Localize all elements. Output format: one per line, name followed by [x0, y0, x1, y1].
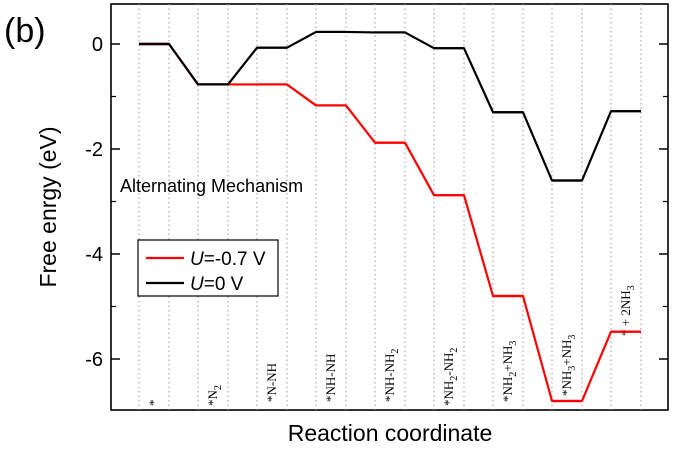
- series-line-black: [139, 30, 641, 182]
- legend-label-red-symbol: U: [190, 249, 204, 270]
- state-label-1: *N2: [205, 385, 224, 406]
- legend-label-black-symbol: U: [190, 274, 204, 295]
- state-label-8-part-0: * + 2NH: [618, 290, 633, 336]
- energy-profiles: [139, 30, 641, 403]
- plot-frame: [110, 3, 669, 411]
- state-label-4: *NH-NH2: [382, 349, 401, 402]
- state-label-5-part-2: -NH: [441, 353, 456, 376]
- state-label-6-part-1: 2: [508, 372, 519, 377]
- state-label-8: * + 2NH3: [618, 285, 637, 336]
- state-label-6-part-0: *NH: [500, 377, 515, 402]
- state-label-5-part-1: 2: [449, 376, 460, 381]
- y-tick-label-0: 0: [92, 34, 103, 56]
- state-label-2: *N-NH: [264, 363, 279, 402]
- legend-label-black-value: =0 V: [204, 274, 244, 295]
- legend-box: [137, 239, 279, 297]
- x-axis-label: Reaction coordinate: [288, 420, 493, 446]
- state-label-2-part-0: *N-NH: [264, 363, 279, 402]
- y-tick-label-2: -4: [85, 244, 103, 266]
- state-label-1-part-0: *N: [205, 390, 220, 407]
- state-label-3-part-0: *NH-NH: [323, 354, 338, 402]
- y-tick-label-1: -2: [85, 139, 103, 161]
- y-axis-label: Free enrgy (eV): [35, 126, 61, 287]
- state-label-0: *: [146, 400, 161, 407]
- legend-label-red-value: =-0.7 V: [204, 249, 266, 270]
- vertical-gridlines: [138, 4, 642, 410]
- state-labels: * *N2 *N-NH *NH-NH *NH-NH2*NH2-NH2*NH2+NH3*N…: [146, 285, 637, 406]
- state-label-7-part-1: 3: [567, 366, 578, 371]
- legend-label-black: U=0 V: [190, 274, 244, 295]
- legend-label-red: U=-0.7 V: [190, 249, 266, 270]
- y-axis-ticks: 0 -2 -4 -6: [85, 34, 668, 371]
- state-label-0-part-0: *: [146, 400, 161, 407]
- state-label-6-part-2: +NH: [500, 346, 515, 372]
- mechanism-annotation: Alternating Mechanism: [120, 176, 303, 196]
- state-label-5-part-3: 2: [449, 348, 460, 353]
- panel-label: (b): [4, 12, 46, 50]
- state-label-1-part-1: 2: [213, 385, 224, 390]
- state-label-3: *NH-NH: [323, 354, 338, 402]
- y-tick-label-3: -6: [85, 349, 103, 371]
- state-label-7: *NH3+NH3: [559, 335, 578, 396]
- state-label-7-part-2: +NH: [559, 340, 574, 366]
- state-label-7-part-3: 3: [567, 335, 578, 340]
- state-label-4-part-1: 2: [390, 349, 401, 354]
- state-label-5-part-0: *NH: [441, 381, 456, 406]
- state-label-4-part-0: *NH-NH: [382, 354, 397, 402]
- state-label-6-part-3: 3: [508, 341, 519, 346]
- state-label-7-part-0: *NH: [559, 371, 574, 396]
- legend: U=-0.7 V U=0 V: [137, 239, 279, 297]
- state-label-6: *NH2+NH3: [500, 341, 519, 402]
- state-label-5: *NH2-NH2: [441, 348, 460, 406]
- state-label-8-part-1: 3: [626, 285, 637, 290]
